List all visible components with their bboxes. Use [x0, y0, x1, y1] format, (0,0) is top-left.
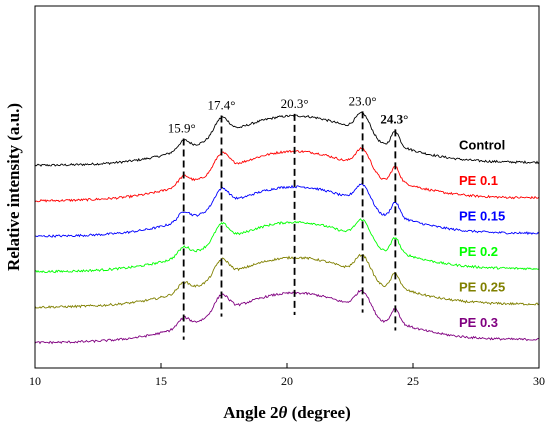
peak-label: 17.4° [208, 97, 236, 112]
x-tick-label: 25 [407, 374, 419, 388]
series-label: PE 0.25 [459, 279, 505, 294]
series-line [34, 111, 540, 167]
series-label: PE 0.1 [459, 173, 498, 188]
x-tick-label: 15 [155, 374, 167, 388]
series-label: PE 0.15 [459, 208, 505, 223]
series-line [34, 146, 540, 203]
series-label: Control [459, 138, 505, 153]
x-axis-label: Angle 2θ (degree) [223, 403, 350, 422]
x-tick-label: 10 [29, 374, 41, 388]
peak-markers: 15.9° 17.4° 20.3° 23.0°24.3° [168, 93, 408, 340]
series-label: PE 0.2 [459, 244, 498, 259]
y-axis-label: Relative intensity (a.u.) [4, 103, 23, 271]
series-layer: Control PE 0.1 PE 0.15 PE 0.2 PE 0.25 PE 0.3 [34, 111, 540, 345]
series-label: PE 0.3 [459, 315, 498, 330]
peak-label: 24.3° [380, 111, 408, 126]
x-axis-ticks: 10 15 20 25 30 [29, 363, 545, 388]
series-line [34, 253, 540, 309]
series-line [34, 289, 539, 345]
series-line [35, 183, 540, 238]
peak-label: 20.3° [281, 96, 309, 111]
series-line [34, 218, 540, 274]
peak-label: 23.0° [349, 93, 377, 108]
peak-label: 15.9° [168, 121, 196, 136]
x-tick-label: 20 [281, 374, 293, 388]
x-tick-label: 30 [533, 374, 545, 388]
